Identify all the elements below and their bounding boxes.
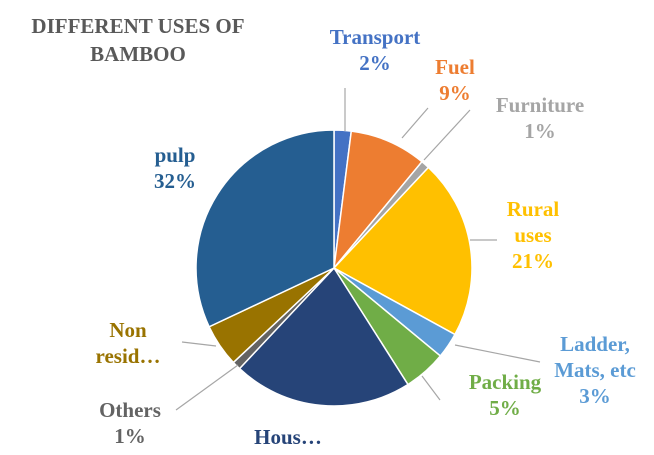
leader-line: [181, 341, 217, 347]
category-label: pulp: [154, 143, 196, 167]
category-label: Ladder, Mats, etc: [554, 332, 636, 382]
category-label: Rural uses: [506, 197, 560, 247]
value-label: 5%: [489, 396, 521, 420]
leader-line: [421, 375, 441, 401]
leader-line: [454, 344, 541, 363]
slice-label: Non resid…: [78, 317, 178, 369]
category-label: Others: [99, 398, 161, 422]
chart-title: DIFFERENT USES OF BAMBOO: [31, 14, 245, 66]
pie-slice: [238, 266, 409, 407]
category-label: Fuel: [435, 55, 475, 79]
slice-label: Furniture 1%: [480, 92, 600, 144]
value-label: 3%: [579, 384, 611, 408]
value-label: 2%: [359, 51, 391, 75]
slice-label: Rural uses 21%: [488, 196, 578, 274]
slice-label: Hous…: [243, 424, 333, 450]
slice-label: Packing 5%: [450, 369, 560, 421]
value-label: 1%: [524, 119, 556, 143]
pie-slice: [195, 129, 335, 328]
category-label: Transport: [329, 25, 421, 49]
slice-label: Transport 2%: [305, 24, 445, 76]
slice-label: Ladder, Mats, etc 3%: [535, 331, 654, 409]
category-label: Non resid…: [95, 318, 161, 368]
slice-label: pulp 32%: [130, 142, 220, 194]
category-label: Hous…: [254, 425, 322, 449]
value-label: 32%: [154, 169, 196, 193]
pie-slice: [332, 166, 473, 336]
leader-line: [401, 107, 429, 139]
category-label: Packing: [468, 370, 542, 394]
slice-label: Fuel 9%: [425, 54, 485, 106]
leader-line: [175, 364, 239, 411]
value-label: 1%: [114, 424, 146, 448]
category-label: Furniture: [495, 93, 585, 117]
leader-line: [423, 109, 471, 161]
slice-label: Others 1%: [85, 397, 175, 449]
value-label: 9%: [439, 81, 471, 105]
value-label: 21%: [512, 249, 554, 273]
